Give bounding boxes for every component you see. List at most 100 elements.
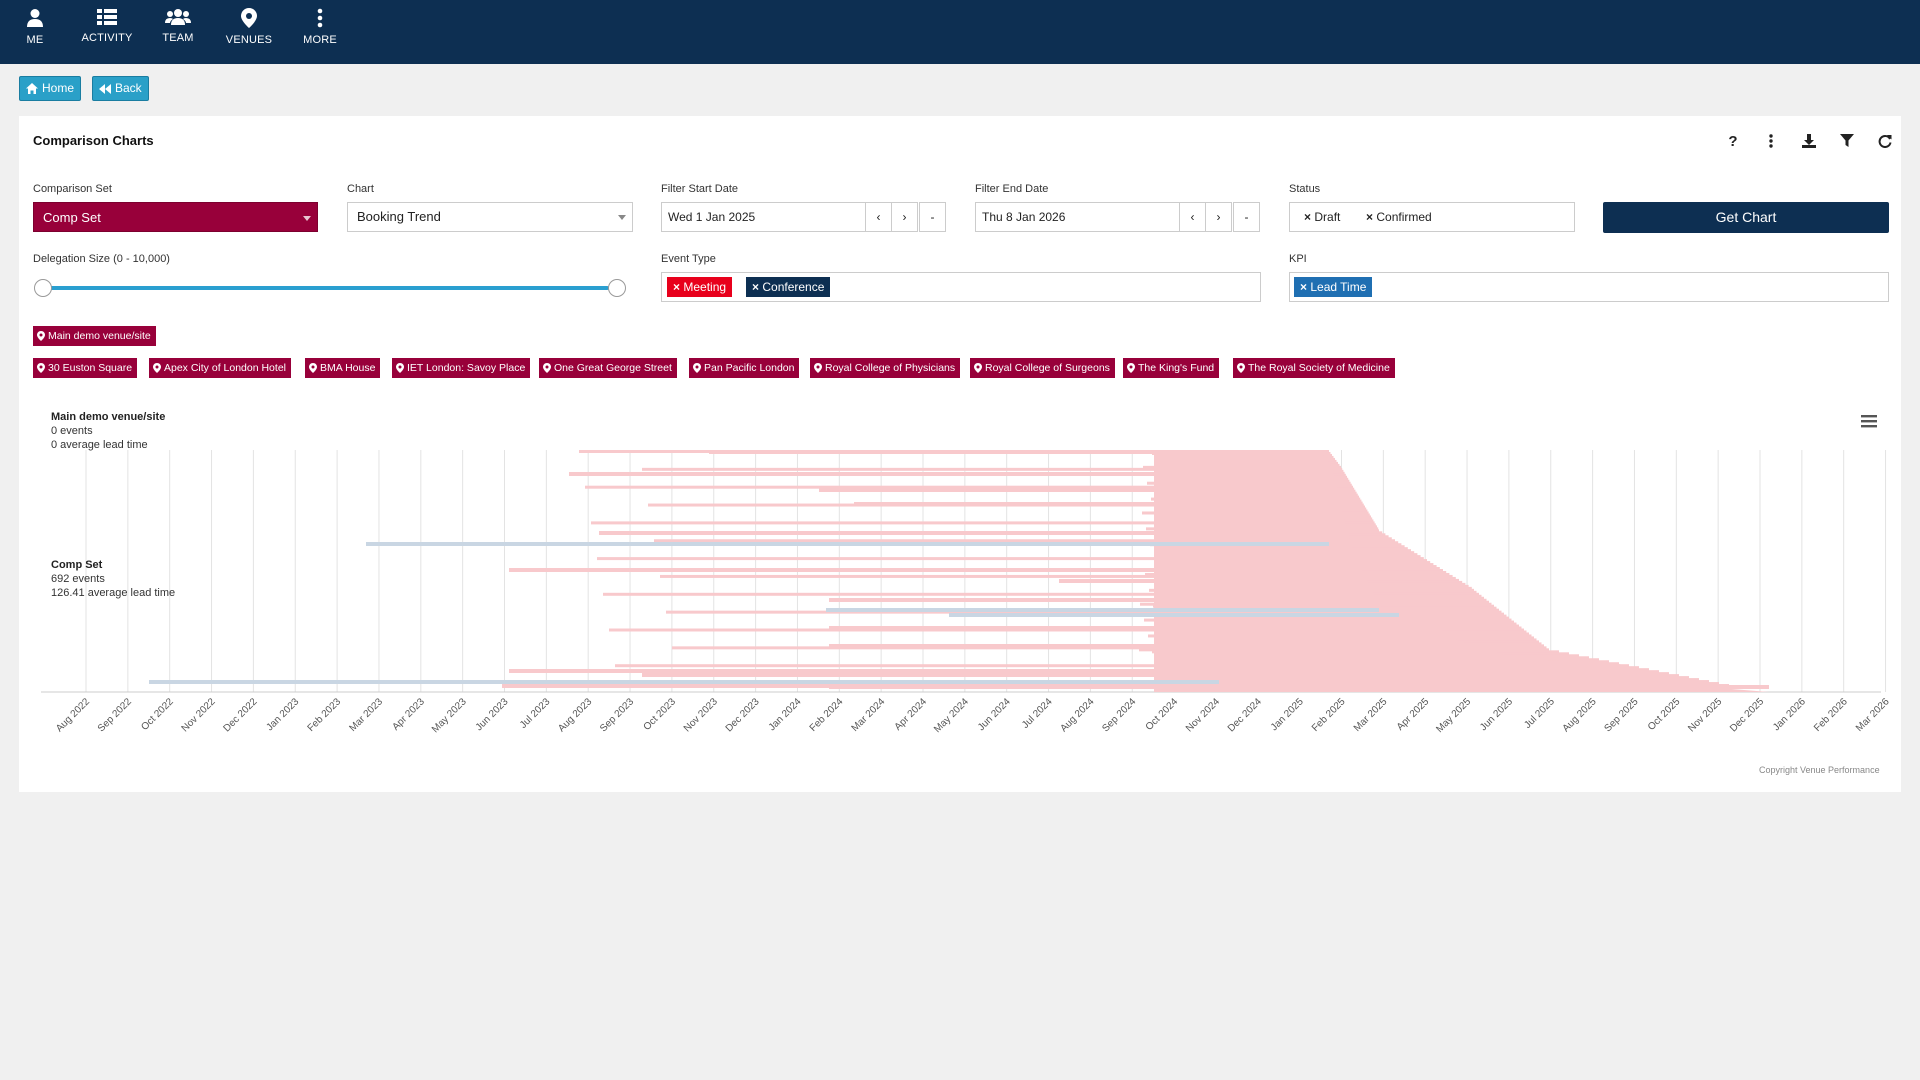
delegation-slider-track[interactable] [36, 286, 609, 290]
range-bar [591, 521, 1375, 525]
close-icon[interactable]: × [1300, 280, 1308, 294]
filter-end-next-button[interactable]: › [1205, 202, 1232, 232]
venue-tag-label: Royal College of Surgeons [985, 362, 1110, 374]
home-button[interactable]: Home [19, 76, 82, 101]
booking-trend-chart: Aug 2022 Sep 2022 Oct 2022 Nov 2022 Dec 2022… [41, 450, 1892, 735]
filter-icon [1840, 134, 1854, 147]
x-tick-label: May 2023 [430, 696, 469, 735]
nav-label-me: ME [26, 34, 44, 46]
filter-end-clear-button[interactable]: - [1233, 202, 1260, 232]
event-type-select[interactable]: × Meeting × Conference [661, 272, 1261, 302]
filter-end-value: Thu 8 Jan 2026 [982, 210, 1066, 224]
nav-activity[interactable]: ACTIVITY [72, 8, 142, 44]
chart-copyright: Copyright Venue Performance [1759, 765, 1880, 775]
x-tick-label: Aug 2025 [1561, 696, 1599, 734]
kpi-select[interactable]: × Lead Time [1289, 272, 1889, 302]
download-button[interactable] [1798, 130, 1820, 152]
nav-venues[interactable]: VENUES [214, 8, 284, 46]
nav-team[interactable]: TEAM [143, 8, 213, 44]
venue-tag[interactable]: One Great George Street [539, 358, 677, 378]
venue-tag-label: The Royal Society of Medicine [1248, 362, 1390, 374]
x-tick-label: Aug 2024 [1058, 696, 1096, 734]
map-pin-icon [1237, 363, 1245, 373]
x-tick-label: Feb 2024 [808, 696, 846, 734]
options-button[interactable] [1760, 130, 1782, 152]
x-tick-label: Sep 2025 [1603, 696, 1641, 734]
back-button[interactable]: Back [92, 76, 149, 101]
venue-tag[interactable]: The Royal Society of Medicine [1233, 358, 1395, 378]
venue-tag[interactable]: BMA House [305, 358, 381, 378]
range-bar [509, 568, 1354, 572]
help-button[interactable]: ? [1722, 130, 1744, 152]
map-pin-icon [396, 363, 404, 373]
help-icon: ? [1728, 132, 1738, 150]
get-chart-button[interactable]: Get Chart [1603, 202, 1889, 233]
venue-tag-label: Apex City of London Hotel [164, 362, 286, 374]
nav-more[interactable]: MORE [285, 8, 355, 46]
delegation-slider-min-handle[interactable] [34, 279, 52, 297]
delegation-slider-max-handle[interactable] [608, 279, 626, 297]
refresh-button[interactable] [1874, 130, 1896, 152]
x-tick-label: Apr 2024 [893, 696, 930, 733]
chart-label: Chart [347, 183, 374, 195]
filter-start-input[interactable]: Wed 1 Jan 2025 [661, 202, 866, 232]
range-bar [829, 598, 1359, 602]
filter-end-prev-button[interactable]: ‹ [1179, 202, 1206, 232]
x-tick-label: Dec 2025 [1728, 696, 1766, 734]
filter-start-value: Wed 1 Jan 2025 [668, 210, 756, 224]
comparison-panel: Comparison Charts ? Comparison Set Chart… [19, 116, 1901, 792]
x-tick-label: Mar 2023 [347, 696, 385, 734]
venue-tag[interactable]: IET London: Savoy Place [392, 358, 531, 378]
venue-tag[interactable]: The King's Fund [1123, 358, 1220, 378]
close-icon[interactable]: × [1366, 210, 1374, 224]
event-chip-meeting[interactable]: × Meeting [667, 277, 733, 297]
legend-main-venue-name: Main demo venue/site [51, 411, 166, 423]
range-bar [829, 644, 1519, 648]
chart-menu-icon[interactable] [1861, 415, 1877, 428]
status-chip-draft[interactable]: × Draft [1300, 207, 1344, 227]
range-bar [569, 472, 1329, 476]
more-vertical-icon [317, 8, 323, 28]
filter-start-prev-button[interactable]: ‹ [865, 202, 892, 232]
range-bar [642, 467, 1343, 471]
x-tick-label: Jan 2025 [1269, 696, 1306, 733]
filter-button[interactable] [1836, 130, 1858, 152]
x-tick-label: Dec 2023 [724, 696, 762, 734]
x-tick-label: May 2024 [932, 696, 971, 735]
event-type-label: Event Type [661, 253, 716, 265]
venue-tag[interactable]: Royal College of Physicians [810, 358, 961, 378]
kpi-chip-lead-time[interactable]: × Lead Time [1294, 277, 1373, 297]
legend-main-venue-lead: 0 average lead time [51, 439, 148, 451]
user-icon [27, 9, 43, 27]
filter-end-input[interactable]: Thu 8 Jan 2026 [975, 202, 1180, 232]
status-chip-confirmed[interactable]: × Confirmed [1362, 207, 1436, 227]
x-tick-label: Dec 2024 [1226, 696, 1264, 734]
venue-tag[interactable]: Royal College of Surgeons [970, 358, 1115, 378]
home-icon [26, 83, 38, 94]
close-icon[interactable]: × [752, 280, 760, 294]
event-chip-conference[interactable]: × Conference [746, 277, 831, 297]
venue-tag[interactable]: Apex City of London Hotel [149, 358, 291, 378]
event-chip-label: Meeting [683, 280, 727, 294]
top-nav: ME ACTIVITY TEAM VENUES MORE [0, 0, 1920, 64]
kpi-chip-label: Lead Time [1310, 280, 1367, 294]
filter-start-next-button[interactable]: › [891, 202, 918, 232]
venue-tag[interactable]: 30 Euston Square [33, 358, 138, 378]
x-tick-label: Jan 2023 [264, 696, 301, 733]
close-icon[interactable]: × [1304, 210, 1312, 224]
nav-me[interactable]: ME [0, 8, 70, 46]
close-icon[interactable]: × [673, 280, 681, 294]
range-bar [949, 613, 1399, 617]
nav-label-venues: VENUES [225, 34, 273, 46]
x-tick-label: Oct 2022 [139, 696, 176, 733]
chart-select[interactable]: Booking Trend [347, 202, 633, 232]
status-select[interactable]: × Draft × Confirmed [1289, 202, 1575, 232]
legend-comp-set-name: Comp Set [51, 559, 103, 571]
filter-start-clear-button[interactable]: - [919, 202, 946, 232]
comparison-set-select[interactable]: Comp Set [33, 202, 318, 232]
x-tick-label: Sep 2022 [96, 696, 134, 734]
main-venue-tag[interactable]: Main demo venue/site [33, 326, 156, 346]
event-chip-label: Conference [762, 280, 825, 294]
x-tick-label: Dec 2022 [221, 696, 259, 734]
venue-tag[interactable]: Pan Pacific London [689, 358, 800, 378]
